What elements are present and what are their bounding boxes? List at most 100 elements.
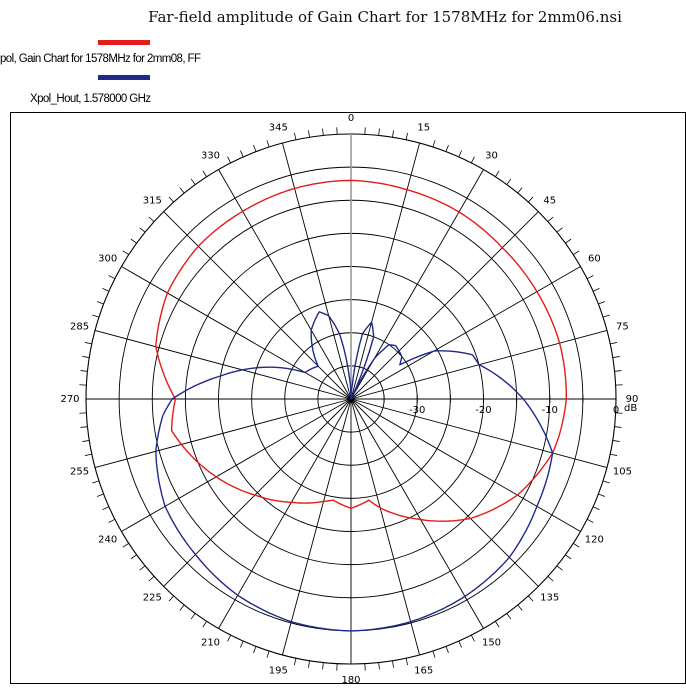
angle-tick-mark	[267, 651, 269, 658]
angle-tick-mark	[140, 566, 145, 570]
angle-tick-mark	[149, 576, 154, 581]
angle-tick-label: 180	[341, 675, 360, 684]
angle-tick-mark	[103, 288, 109, 291]
angle-tick-mark	[392, 661, 393, 668]
angle-tick-mark	[573, 543, 579, 547]
angle-tick-mark	[131, 239, 137, 243]
angle-tick-mark	[593, 507, 599, 510]
angle-tick-mark	[149, 217, 154, 222]
angle-tick-mark	[379, 128, 380, 135]
grid-spoke	[164, 399, 351, 586]
radial-unit-label: dB	[624, 403, 637, 414]
angle-tick-mark	[495, 621, 499, 627]
angle-tick-mark	[97, 302, 104, 305]
angle-tick-mark	[603, 315, 610, 317]
grid-spoke	[351, 212, 538, 399]
angle-tick-mark	[392, 130, 393, 137]
angle-tick-mark	[203, 171, 207, 177]
angle-tick-mark	[557, 566, 562, 570]
legend-label-copol: pol, Gain Chart for 1578MHz for 2mm08, F…	[0, 53, 200, 65]
angle-tick-mark	[109, 276, 115, 279]
angle-tick-mark	[82, 356, 89, 357]
angle-tick-mark	[603, 481, 610, 483]
angle-tick-mark	[123, 251, 129, 255]
chart-title: Far-field amplitude of Gain Chart for 15…	[90, 8, 680, 26]
angle-tick-mark	[573, 251, 579, 255]
angle-tick-mark	[294, 658, 295, 665]
angle-tick-mark	[240, 151, 243, 157]
angle-tick-mark	[507, 613, 511, 619]
angle-tick-label: 270	[60, 394, 79, 405]
grid-spoke	[219, 170, 352, 399]
radial-tick-label: 0	[613, 405, 619, 416]
angle-tick-mark	[446, 646, 449, 653]
grid-spoke	[351, 399, 580, 532]
angle-tick-mark	[518, 188, 522, 193]
angle-tick-mark	[203, 621, 207, 627]
angle-tick-mark	[557, 228, 562, 232]
angle-tick-mark	[140, 228, 145, 232]
angle-tick-mark	[169, 197, 174, 202]
series-line-0	[156, 180, 567, 521]
angle-tick-mark	[528, 197, 533, 202]
angle-tick-mark	[459, 641, 462, 647]
angle-tick-label: 0	[348, 113, 354, 124]
angle-tick-mark	[379, 663, 380, 670]
polar-series	[156, 180, 567, 631]
angle-tick-mark	[565, 555, 571, 559]
angle-tick-mark	[610, 342, 617, 343]
grid-spoke	[351, 399, 538, 586]
angle-tick-mark	[406, 658, 407, 665]
angle-tick-label: 195	[269, 665, 288, 676]
radial-tick-label: -30	[409, 405, 425, 416]
angle-tick-mark	[80, 427, 87, 428]
angle-tick-label: 285	[70, 321, 89, 332]
angle-tick-label: 345	[269, 123, 288, 134]
angle-tick-mark	[613, 356, 620, 357]
angle-tick-label: 165	[414, 665, 433, 676]
angle-tick-label: 315	[143, 195, 162, 206]
grid-spoke	[351, 399, 484, 628]
angle-tick-mark	[471, 635, 474, 641]
angle-tick-label: 210	[201, 637, 220, 648]
angle-tick-label: 75	[616, 321, 629, 332]
grid-spoke	[219, 399, 352, 628]
angle-tick-mark	[471, 157, 474, 163]
angle-tick-mark	[97, 494, 104, 497]
angle-tick-mark	[446, 145, 449, 152]
angle-tick-mark	[598, 302, 605, 305]
grid-spoke	[351, 267, 580, 400]
angle-tick-mark	[518, 605, 522, 610]
angle-tick-mark	[85, 342, 92, 343]
angle-tick-mark	[433, 651, 435, 658]
angle-tick-mark	[180, 188, 184, 193]
angle-tick-mark	[406, 133, 407, 140]
angle-tick-mark	[191, 179, 195, 185]
angle-tick-mark	[459, 151, 462, 157]
series-line-1	[156, 312, 553, 631]
angle-tick-mark	[615, 371, 622, 372]
angle-tick-mark	[180, 605, 184, 610]
angle-tick-mark	[308, 130, 309, 137]
grid-spoke	[164, 212, 351, 399]
grid-spoke	[282, 399, 351, 655]
angle-tick-mark	[228, 635, 231, 641]
angle-tick-mark	[598, 494, 605, 497]
polar-chart: 0153045607590105120135150165180195210225…	[10, 112, 686, 684]
radial-tick-label: -20	[475, 405, 491, 416]
angle-tick-mark	[548, 576, 553, 581]
angle-tick-mark	[80, 371, 87, 372]
angle-tick-mark	[85, 454, 92, 455]
angle-tick-mark	[587, 276, 593, 279]
angle-tick-label: 105	[613, 467, 632, 478]
angle-tick-mark	[267, 140, 269, 147]
radial-tick-label: -10	[542, 405, 558, 416]
angle-tick-mark	[593, 288, 599, 291]
angle-tick-mark	[528, 596, 533, 601]
angle-tick-label: 150	[482, 637, 501, 648]
angle-tick-mark	[254, 646, 257, 653]
angle-tick-mark	[308, 661, 309, 668]
angle-tick-mark	[323, 663, 324, 670]
angle-tick-mark	[587, 519, 593, 522]
grid-spoke	[122, 399, 351, 532]
